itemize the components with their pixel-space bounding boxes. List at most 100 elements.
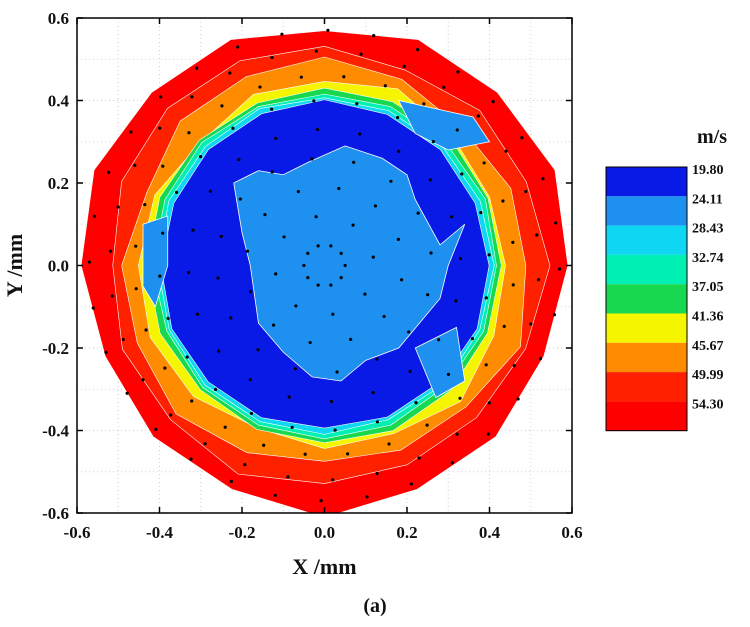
- sample-point: [92, 214, 97, 218]
- sample-point: [282, 235, 286, 239]
- legend-swatch-28.43: [606, 225, 687, 255]
- sample-point: [270, 170, 274, 174]
- sample-point: [294, 304, 298, 308]
- sample-point: [396, 237, 400, 241]
- sample-point: [310, 157, 314, 161]
- sample-point: [536, 278, 541, 282]
- sample-point: [316, 244, 320, 248]
- sample-point: [163, 366, 167, 370]
- sample-point: [422, 102, 426, 106]
- sample-point: [484, 296, 488, 300]
- sample-point: [479, 210, 483, 215]
- sample-point: [426, 293, 430, 297]
- sample-point: [106, 170, 111, 174]
- sample-point: [397, 149, 401, 153]
- legend-label: 49.99: [692, 368, 724, 383]
- y-axis-title: Y /mm: [2, 234, 27, 297]
- sample-point: [372, 33, 376, 38]
- sample-point: [187, 131, 191, 135]
- inner-patch: [142, 215, 169, 308]
- legend-swatch-19.80: [606, 167, 687, 197]
- sample-point: [417, 456, 421, 460]
- sample-point: [238, 197, 242, 201]
- legend-label: 41.36: [692, 310, 724, 325]
- inner-patch: [398, 99, 491, 151]
- sample-point: [108, 249, 113, 253]
- sample-point: [290, 425, 294, 429]
- sample-point: [189, 457, 193, 461]
- sample-point: [535, 233, 539, 237]
- sample-point: [329, 399, 334, 404]
- sample-point: [554, 221, 558, 225]
- sample-point: [455, 128, 459, 132]
- sample-point: [125, 391, 129, 395]
- sample-point: [195, 312, 199, 316]
- sample-point: [558, 267, 562, 271]
- sample-point: [512, 363, 516, 368]
- sample-point: [486, 432, 490, 436]
- legend-label: 37.05: [692, 280, 724, 295]
- sample-point: [314, 49, 318, 53]
- sample-point: [141, 378, 145, 382]
- sample-point: [198, 155, 203, 159]
- sample-point: [511, 240, 515, 244]
- sample-point: [329, 244, 333, 248]
- sample-point: [470, 337, 475, 341]
- sample-point: [314, 215, 318, 219]
- sample-point: [308, 340, 312, 345]
- legend-label: 28.43: [692, 222, 724, 237]
- sample-point: [339, 251, 343, 255]
- sample-point: [409, 482, 413, 486]
- sample-point: [331, 478, 335, 482]
- sample-point: [293, 367, 297, 371]
- sample-point: [399, 278, 404, 282]
- sample-point: [355, 102, 359, 106]
- sample-point: [450, 461, 454, 465]
- sample-point: [271, 323, 276, 327]
- sample-point: [216, 276, 220, 280]
- sample-point: [487, 401, 491, 405]
- legend-swatch-24.11: [606, 196, 687, 226]
- sample-point: [236, 45, 240, 49]
- sample-point: [245, 249, 250, 253]
- y-tick-label: 0.6: [48, 9, 69, 28]
- sample-point: [269, 107, 274, 111]
- sample-point: [482, 161, 486, 165]
- y-tick-label: -0.6: [42, 504, 69, 523]
- x-tick-label: -0.6: [64, 523, 91, 542]
- sample-point: [552, 313, 557, 317]
- sample-point: [476, 114, 480, 118]
- legend: 19.80 24.11 28.43 32.74 37.05 41.36 45.67 49.99…: [605, 163, 724, 432]
- sample-point: [220, 104, 224, 108]
- sample-point: [296, 190, 300, 194]
- sample-point: [454, 299, 458, 303]
- sample-point: [110, 294, 114, 298]
- sample-point: [185, 355, 189, 359]
- legend-label: 24.11: [692, 192, 723, 207]
- legend-swatch-41.36: [606, 313, 687, 343]
- sample-point: [446, 372, 451, 376]
- x-tick-label: 0.0: [314, 523, 335, 542]
- sample-point: [315, 127, 320, 132]
- sample-point: [280, 32, 284, 36]
- sample-point: [358, 132, 362, 136]
- sample-point: [186, 270, 191, 275]
- contour-bands: [80, 30, 569, 513]
- sample-point: [339, 276, 343, 280]
- sample-point: [256, 348, 260, 352]
- sample-point: [104, 350, 108, 354]
- sample-point: [371, 255, 375, 259]
- sample-point: [143, 203, 147, 207]
- sample-point: [363, 292, 367, 296]
- sample-point: [365, 495, 369, 499]
- sample-point: [387, 442, 391, 446]
- sample-point: [349, 337, 353, 341]
- sample-point: [431, 139, 435, 144]
- sample-point: [195, 66, 199, 70]
- sample-point: [159, 95, 163, 99]
- sample-point: [359, 52, 363, 56]
- sample-point: [243, 463, 247, 467]
- sample-point: [158, 126, 162, 130]
- sample-point: [116, 205, 120, 209]
- sample-point: [502, 324, 506, 328]
